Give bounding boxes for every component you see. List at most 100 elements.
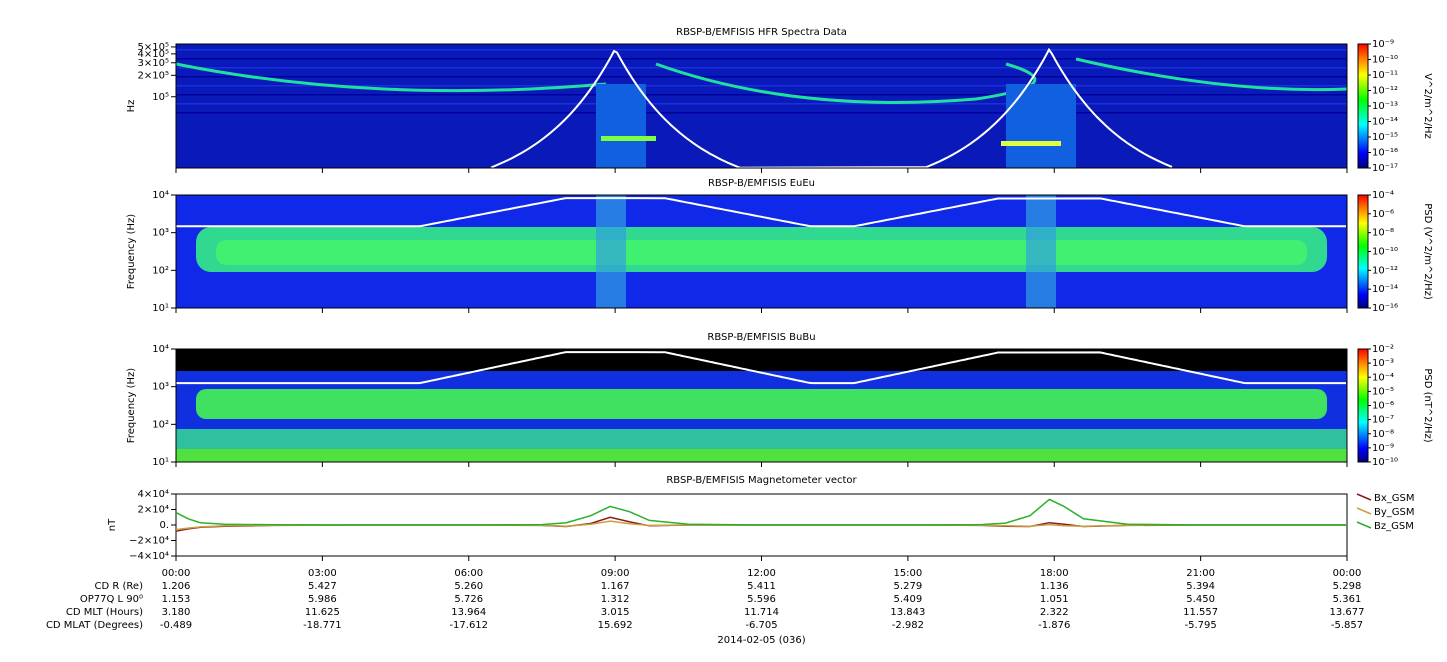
spectrogram-image <box>176 195 1347 308</box>
ephemeris-value: 5.596 <box>747 594 776 605</box>
colorbar-label: PSD (V^2/m^2/Hz) <box>1422 203 1433 300</box>
y-tick-label: 4×10⁵ <box>138 49 169 60</box>
y-tick-label: 2×10⁴ <box>138 505 169 516</box>
ephemeris-value: -2.982 <box>892 620 924 631</box>
ephemeris-value: 3.180 <box>162 607 191 618</box>
colorbar-tick-label: 10⁻⁹ <box>1372 443 1394 454</box>
ephemeris-value: -5.795 <box>1185 620 1217 631</box>
ephemeris-value: 13.677 <box>1330 607 1365 618</box>
ephemeris-value: 5.394 <box>1186 581 1215 592</box>
ephemeris-value: 1.206 <box>162 581 191 592</box>
legend-label: Bx_GSM <box>1374 493 1415 504</box>
spectrogram-band <box>196 389 1327 419</box>
x-tick-label: 06:00 <box>454 568 483 579</box>
panel-title: RBSP-B/EMFISIS Magnetometer vector <box>666 475 857 486</box>
spectrogram-burst <box>596 84 646 168</box>
ephemeris-label: OP77Q L 90⁰ <box>80 594 143 605</box>
ephemeris-value: -6.705 <box>745 620 777 631</box>
y-tick-label: 10¹ <box>152 303 169 314</box>
ephemeris-value: 13.843 <box>890 607 925 618</box>
colorbar-tick-label: 10⁻¹⁵ <box>1372 132 1398 143</box>
y-axis-label: Hz <box>126 100 137 113</box>
panel-title: RBSP-B/EMFISIS EuEu <box>708 178 815 189</box>
ephemeris-value: 3.015 <box>601 607 630 618</box>
ephemeris-value: 5.986 <box>308 594 337 605</box>
colorbar-label: PSD (nT^2/Hz) <box>1422 368 1433 442</box>
ephemeris-value: 5.726 <box>454 594 483 605</box>
y-tick-label: −2×10⁴ <box>129 536 169 547</box>
gyro-line <box>176 351 1346 385</box>
ephemeris-label: CD R (Re) <box>95 581 144 592</box>
y-tick-label: 2×10⁵ <box>138 70 169 81</box>
colorbar-tick-label: 10⁻¹² <box>1372 265 1398 276</box>
colorbar-tick-label: 10⁻⁹ <box>1372 39 1394 50</box>
colorbar-tick-label: 10⁻¹⁷ <box>1372 163 1398 174</box>
data-line <box>175 498 1347 526</box>
x-tick-label: 03:00 <box>308 568 337 579</box>
y-tick-label: 10² <box>152 419 169 430</box>
ephemeris-value: 1.136 <box>1040 581 1069 592</box>
colorbar-tick-label: 10⁻¹⁶ <box>1372 303 1398 314</box>
colorbar-tick-label: 10⁻¹³ <box>1372 101 1398 112</box>
spectrogram-band <box>216 240 1307 265</box>
colorbar-tick-label: 10⁻⁸ <box>1372 228 1394 239</box>
ephemeris-value: 5.298 <box>1333 581 1362 592</box>
x-tick-label: 21:00 <box>1186 568 1215 579</box>
colorbar-tick-label: 10⁻² <box>1372 344 1394 355</box>
colorbar-tick-label: 10⁻¹⁰ <box>1372 55 1398 66</box>
y-tick-label: 0. <box>159 520 169 531</box>
colorbar-tick-label: 10⁻⁷ <box>1372 415 1394 426</box>
colorbar-label: V^2/m^2/Hz <box>1422 73 1433 139</box>
colorbar-tick-label: 10⁻⁴ <box>1372 372 1394 383</box>
y-tick-label: 10⁵ <box>152 92 169 103</box>
legend-label: By_GSM <box>1374 507 1415 518</box>
spectrogram-streak <box>176 85 1347 87</box>
colorbar-tick-label: 10⁻¹⁴ <box>1372 284 1398 295</box>
colorbar <box>1357 43 1369 169</box>
ephemeris-value: -18.771 <box>303 620 342 631</box>
y-tick-label: 10¹ <box>152 457 169 468</box>
x-tick-label: 18:00 <box>1040 568 1069 579</box>
spectrogram-streak <box>176 112 1347 114</box>
spectrogram-burst <box>601 136 656 141</box>
colorbar-tick-label: 10⁻¹⁶ <box>1372 148 1398 159</box>
spectrogram-streak <box>176 103 1347 105</box>
ephemeris-value: 2.322 <box>1040 607 1069 618</box>
ephemeris-value: 1.167 <box>601 581 630 592</box>
colorbar-tick-label: 10⁻⁸ <box>1372 429 1394 440</box>
spectrogram-streak <box>176 94 1347 96</box>
ephemeris-value: 5.411 <box>747 581 776 592</box>
panel-title: RBSP-B/EMFISIS HFR Spectra Data <box>676 27 847 38</box>
legend-swatch <box>1356 507 1372 515</box>
ephemeris-value: 5.279 <box>894 581 923 592</box>
x-tick-label: 00:00 <box>162 568 191 579</box>
y-tick-label: 10⁴ <box>152 190 169 201</box>
spectrogram-image <box>175 44 1348 169</box>
y-tick-label: −4×10⁴ <box>129 551 169 562</box>
colorbar <box>1357 194 1369 309</box>
y-tick-label: 3×10⁵ <box>138 58 169 69</box>
spectrogram-bg <box>176 44 1347 168</box>
spectrogram-low <box>176 449 1347 462</box>
ephemeris-value: -0.489 <box>160 620 192 631</box>
colorbar-tick-label: 10⁻⁶ <box>1372 209 1394 220</box>
ephemeris-value: 5.409 <box>894 594 923 605</box>
x-tick-label: 00:00 <box>1333 568 1362 579</box>
colorbar-tick-label: 10⁻³ <box>1372 358 1394 369</box>
ephemeris-value: 11.557 <box>1183 607 1218 618</box>
colorbar-tick-label: 10⁻⁶ <box>1372 401 1394 412</box>
ephemeris-value: 1.312 <box>601 594 630 605</box>
y-axis-label: Frequency (Hz) <box>126 214 137 290</box>
spectrogram-burst <box>596 195 626 308</box>
legend-swatch <box>1356 521 1372 529</box>
emission-line <box>175 57 1348 104</box>
spectrogram-burst <box>1006 84 1076 168</box>
spectrogram-streak <box>176 58 1347 60</box>
spectrogram-image <box>176 349 1347 462</box>
spectrogram-streak <box>176 49 1347 51</box>
y-tick-label: 10⁴ <box>152 344 169 355</box>
ephemeris-value: 15.692 <box>598 620 633 631</box>
colorbar <box>1357 348 1369 463</box>
gyro-line <box>176 197 1346 228</box>
ephemeris-label: CD MLT (Hours) <box>66 607 143 618</box>
